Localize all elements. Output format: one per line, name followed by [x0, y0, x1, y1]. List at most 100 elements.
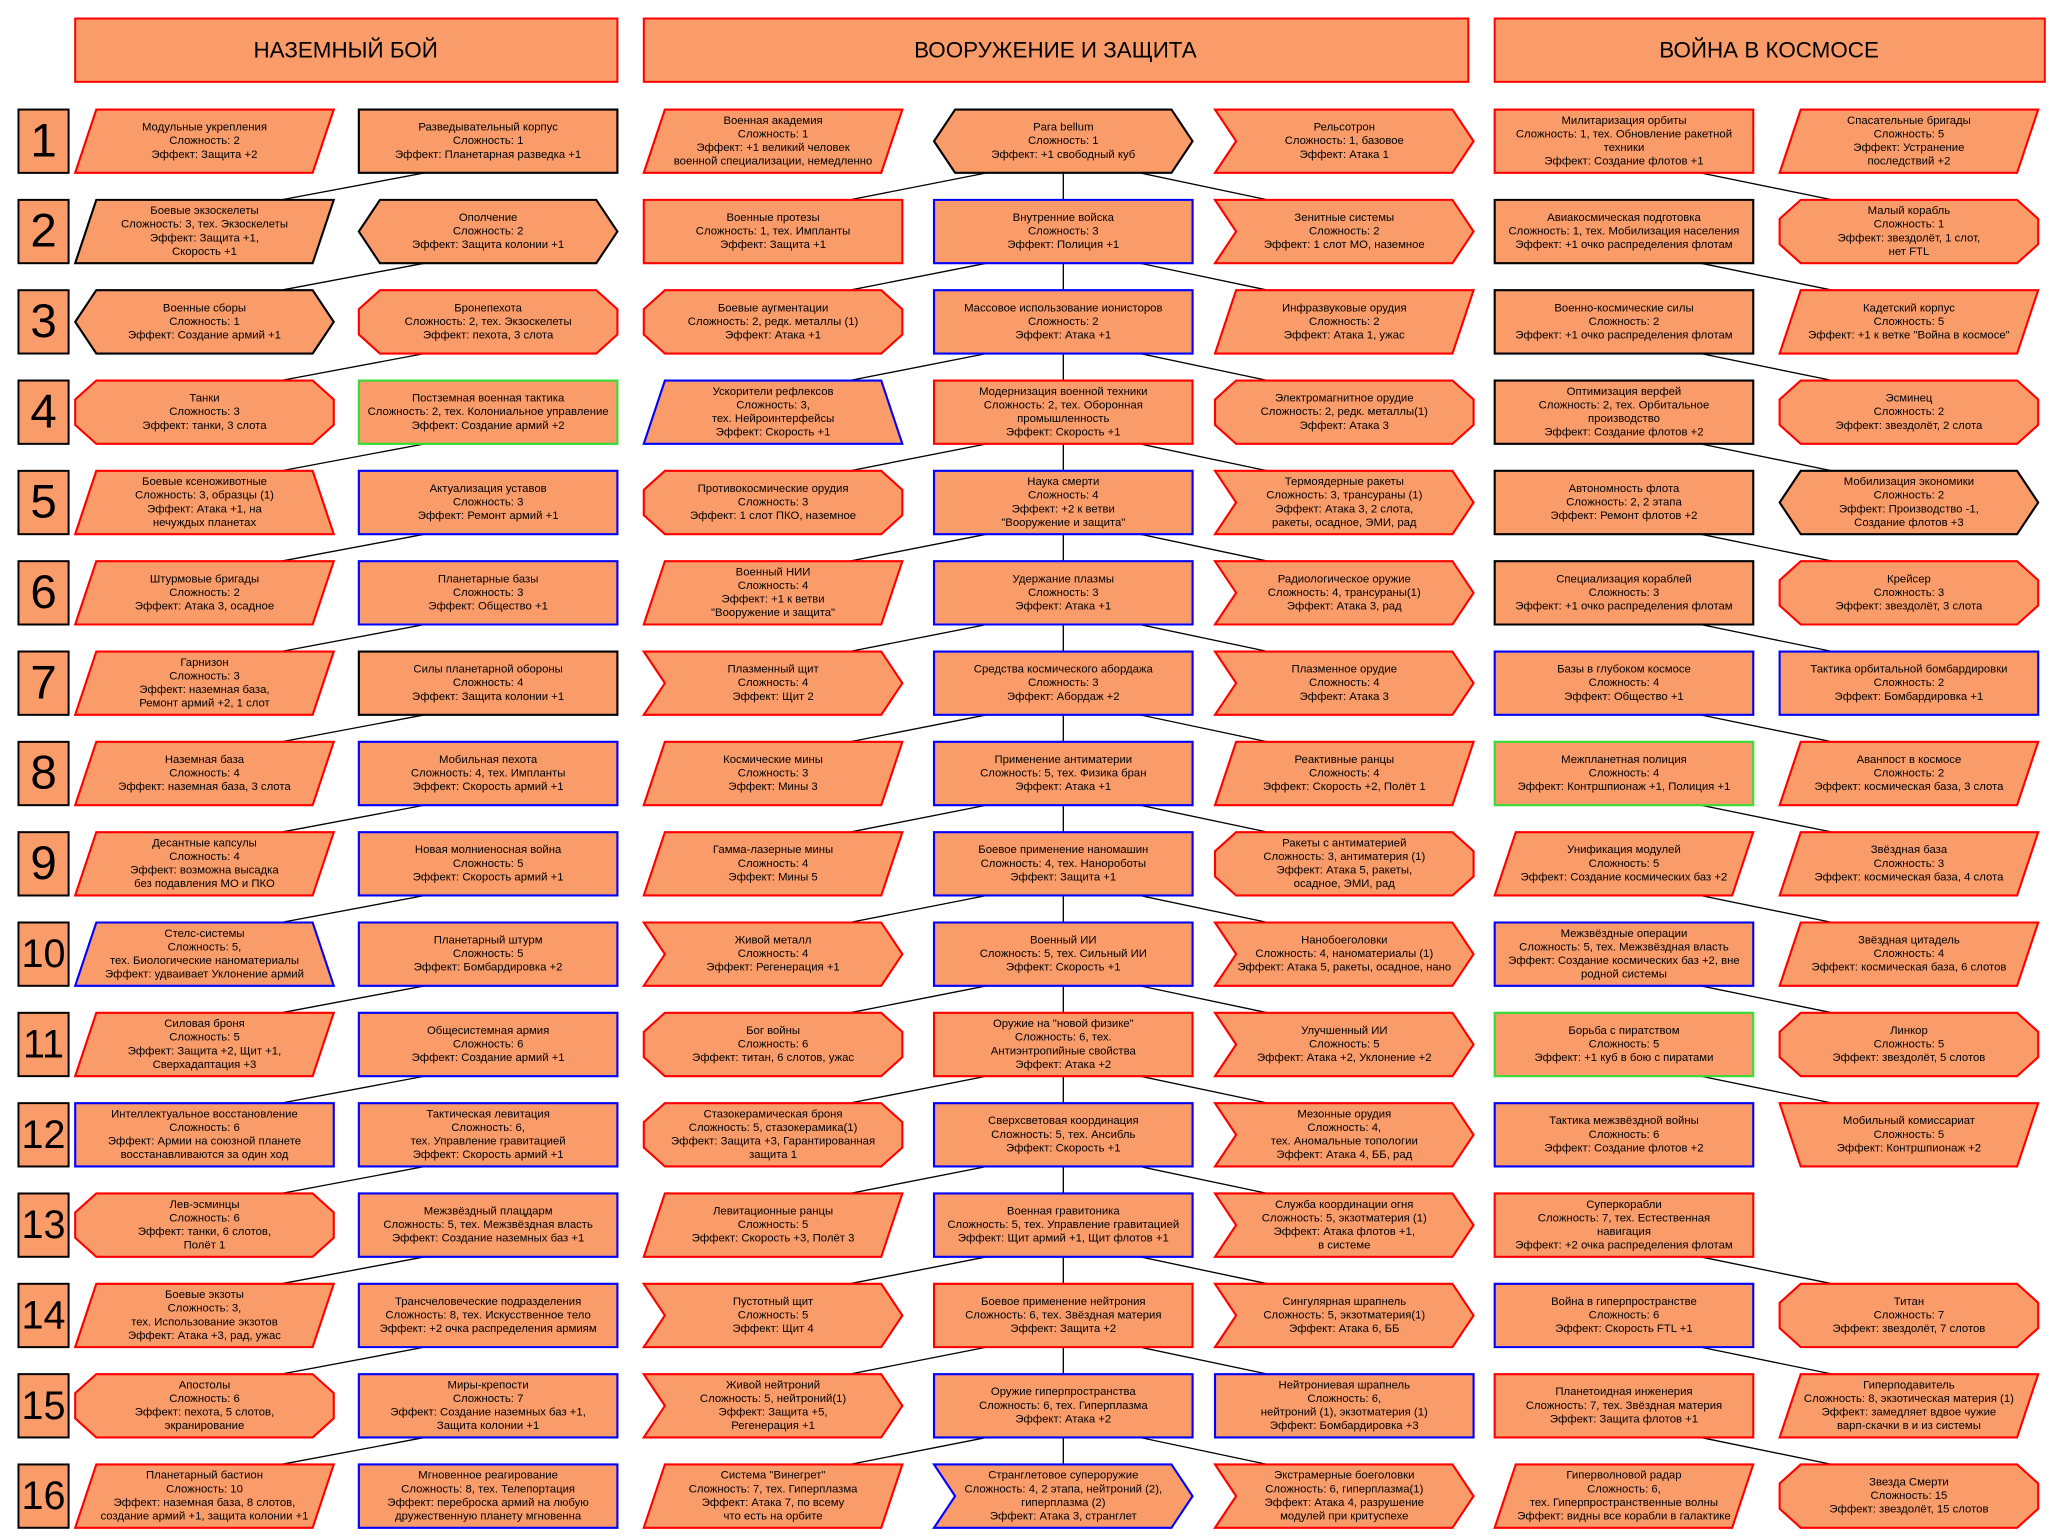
tech-line: варп-скачки в и из системы [1837, 1420, 1981, 1432]
tech-line: Эффект: Атака +2 [1015, 1413, 1111, 1425]
tech-shape [73, 198, 336, 265]
link [280, 1256, 425, 1285]
tech-name: Боевые экзоскелеты [150, 205, 258, 217]
row-number: 2 [30, 205, 56, 258]
link [1139, 352, 1268, 382]
tech-node: Массовое использование ионисторов Сложнос… [932, 289, 1194, 355]
row-number-box [17, 108, 70, 174]
tech-line: Сложность: 7, тех. Звёздная материя [1526, 1400, 1722, 1412]
tech-line: Эффект: Общество +1 [1564, 691, 1684, 703]
row-number: 8 [30, 747, 56, 800]
link [1139, 443, 1268, 472]
tech-name: Силы планетарной обороны [413, 664, 562, 676]
tech-shape [357, 469, 619, 536]
tech-name: Плазменное орудие [1292, 664, 1397, 676]
row-number-box [17, 740, 70, 807]
link [280, 533, 425, 562]
tech-shape [1493, 1192, 1755, 1258]
tech-line: Сложность: 1, тех. Обновление ракетной [1516, 128, 1732, 140]
link [849, 352, 987, 382]
tech-line: Сложность: 6 [1589, 1309, 1660, 1321]
tech-node: Военный НИИ Сложность: 4 Эффект: +1 к ветв… [642, 560, 904, 626]
tech-line: Сложность: 3 [1028, 226, 1099, 238]
tech-name: Постземная военная тактика [412, 393, 565, 405]
tech-node: Средства космического абордажаСложность:… [932, 650, 1194, 716]
tech-line: Эффект: Скорость +1 [716, 427, 831, 439]
tech-name: Звёздная база [1871, 844, 1948, 856]
tech-name: Радиологическое оружие [1278, 573, 1411, 585]
tech-line: Сложность: 2 [1874, 677, 1945, 689]
tech-line: Эффект: Атака +2, Уклонение +2 [1257, 1052, 1431, 1064]
tech-line: Сложность: 5 [1874, 1038, 1945, 1050]
tech-name: Массовое использование ионисторов [964, 302, 1162, 314]
tech-shape [642, 1011, 904, 1078]
tech-line: Создание флотов +3 [1854, 517, 1964, 529]
tech-name: Борьба с пиратством [1568, 1025, 1679, 1037]
tech-name: Пустотный щит [733, 1296, 813, 1308]
link [1700, 352, 1833, 382]
tech-shape [932, 1282, 1194, 1349]
tech-node: Оружие на "новой физике" Сложность: 6, те… [932, 1011, 1194, 1078]
tech-name: Сингулярная шрапнель [1282, 1296, 1406, 1308]
tech-line: Сложность: 1 [453, 135, 524, 147]
tech-name: Планетарный бастион [146, 1470, 263, 1482]
tech-line: Сложность: 2 [1874, 490, 1945, 502]
row-number-box [17, 921, 70, 987]
tech-line: Сложность: 5, тех. Межзвёздная власть [1519, 941, 1729, 953]
tech-name: Гиперволновой радар [1566, 1470, 1681, 1482]
tech-line: Эффект: космическая база, 6 слотов [1811, 962, 2006, 974]
tech-line: Сложность: 3, [736, 399, 810, 411]
tech-line: Сложность: 4, тех. Импланты [411, 767, 566, 779]
tech-shape [1493, 1463, 1755, 1529]
link [1700, 804, 1833, 833]
tech-line: создание армий +1, защита колонии +1 [100, 1511, 308, 1523]
link [849, 1075, 987, 1104]
tech-shape [357, 740, 619, 807]
tech-line: Сложность: 2, тех. Оборонная [984, 399, 1143, 411]
tech-node: Противокосмические орудия Сложность: 3Эфф… [642, 469, 904, 536]
tech-node: Тактика орбитальной бомбардировкиСложнос… [1778, 650, 2040, 716]
tech-shape [357, 289, 619, 355]
tech-line: Эффект: Атака +1 [1015, 600, 1111, 612]
tech-shape [1778, 379, 2040, 445]
tech-line: Сложность: 6, [1307, 1393, 1381, 1405]
tech-node: Апостолы Сложность: 6 Эффект: пехота, 5 сл… [74, 1373, 335, 1439]
tech-line: Эффект: наземная база, [139, 684, 269, 696]
tech-name: Линкор [1890, 1025, 1928, 1037]
row-number-box [17, 831, 70, 897]
tech-line: гиперплазма (2) [1021, 1497, 1106, 1509]
tech-name: Малый корабль [1868, 205, 1951, 217]
tech-name: Суперкорабли [1586, 1199, 1661, 1211]
tech-name: Интеллектуальное восстановление [111, 1108, 298, 1120]
tech-line: Эффект: звездолёт, 2 слота [1836, 420, 1983, 432]
tech-line: Эффект: титан, 6 слотов, ужас [692, 1052, 854, 1064]
tech-shape [357, 560, 619, 626]
link [1700, 1436, 1833, 1466]
tech-line: Сложность: 4, 2 этапа, нейтроний (2), [964, 1483, 1162, 1495]
tech-line: Эффект: Создание наземных баз +1, [390, 1407, 586, 1419]
links [280, 172, 1833, 1466]
link [280, 714, 425, 743]
tech-line: Сложность: 5, тех. Сильный ИИ [980, 948, 1147, 960]
tech-line: Сложность: 8, экзотическая материя (1) [1804, 1393, 2014, 1405]
tech-name: Новая молниеносная война [415, 844, 562, 856]
tech-node: Боевые аугментации Сложность: 2, редк. ме… [642, 289, 904, 355]
tech-shape [1493, 1373, 1755, 1439]
tech-line: Сложность: 3, тех. Экзоскелеты [121, 219, 288, 231]
tech-line: Эффект: Атака 5, ракеты, осадное, нано [1237, 962, 1451, 974]
link [280, 894, 425, 924]
tech-line: Эффект: возможна высадка [130, 865, 279, 877]
tech-shape [1778, 469, 2040, 536]
tech-node: Актуализация уставов Сложность: 3Эффект: … [357, 469, 619, 536]
tech-line: Сложность: 1, тех. Импланты [696, 226, 851, 238]
